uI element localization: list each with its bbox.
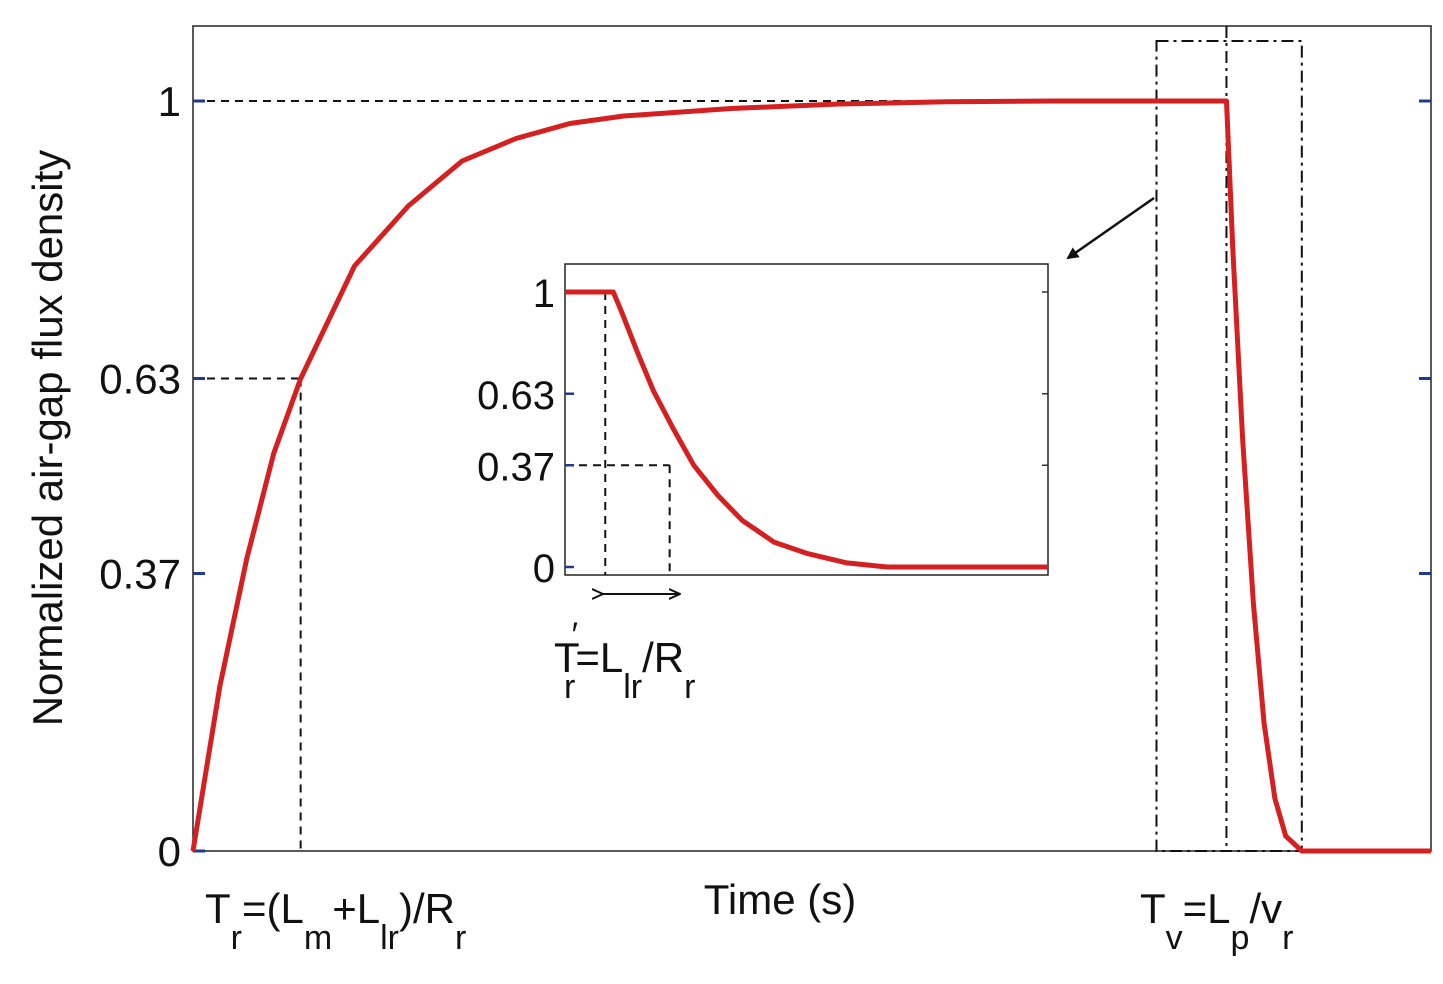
main-y-tick-label: 0.63 (99, 356, 181, 403)
trp-sub-lr: lr (623, 668, 642, 706)
tr-prime-annotation: T′ r=Llr/Rr (554, 616, 695, 706)
zoom-arrow (1066, 196, 1155, 260)
tr-annotation: Tr=(Lm+Llr)/Rr (205, 885, 466, 957)
tr-sub-lr: lr (380, 919, 399, 957)
x-axis-label: Time (s) (704, 876, 856, 923)
trp-sub-r: r (564, 668, 575, 706)
tv-sub-v: v (1166, 919, 1183, 957)
tr-sub-r: r (231, 919, 242, 957)
main-plot-frame (192, 25, 1432, 852)
y-axis-label: Normalized air-gap flux density (24, 150, 71, 727)
tv-main: T (1140, 885, 1166, 932)
main-y-tick-label: 0.37 (99, 551, 181, 598)
inset-y-tick-labels: 0 0.37 0.63 1 (477, 272, 555, 591)
zoom-rect (1155, 40, 1303, 852)
tr-sub-m: m (304, 919, 332, 957)
inset-y-tick-label: 0 (533, 547, 555, 591)
main-y-tick-label: 0 (158, 828, 181, 875)
tr-mid1: =(L (242, 885, 304, 932)
trp-prime: ′ (572, 616, 578, 654)
trp-sub-r2: r (684, 668, 695, 706)
tr-main: T (205, 885, 231, 932)
main-y-tick-label: 1 (158, 78, 181, 125)
zoom-box (1155, 26, 1303, 852)
inset-guide-lines (565, 292, 671, 575)
tv-annotation: Tv=Lp/vr (1140, 885, 1293, 957)
tv-mid2: /v (1249, 885, 1282, 932)
inset-series-line (565, 289, 1048, 570)
tv-sub-r: r (1282, 919, 1293, 957)
tv-mid1: =L (1183, 885, 1231, 932)
tr-mid3: )/R (399, 885, 455, 932)
tr-mid2: +L (332, 885, 380, 932)
main-y-tick-labels: 0 0.37 0.63 1 (99, 78, 181, 875)
tv-sub-p: p (1231, 919, 1250, 957)
main-series-line (190, 98, 1431, 854)
inset-chart: 00.370.631 T′ r=Llr/Rr (477, 263, 1049, 706)
inset-plot-frame (564, 263, 1049, 576)
trp-main: T (554, 634, 580, 681)
tr-sub-r2: r (455, 919, 466, 957)
inset-y-tick-label: 1 (533, 272, 555, 316)
inset-y-tick-label: 0.37 (477, 445, 555, 489)
trp-mid2: /R (642, 634, 684, 681)
trp-mid1: =L (575, 634, 623, 681)
inset-y-tick-label: 0.63 (477, 374, 555, 418)
